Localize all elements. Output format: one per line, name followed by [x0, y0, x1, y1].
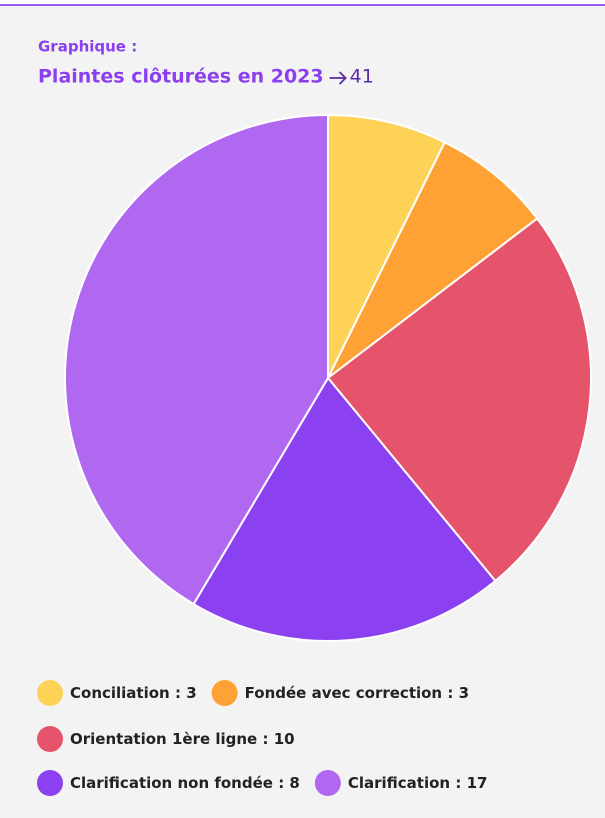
legend-swatch [37, 770, 63, 796]
legend-value: 3 [186, 684, 196, 702]
legend-label: Conciliation : 3 [70, 684, 197, 702]
legend-name: Orientation 1ère ligne [70, 730, 257, 748]
legend-label: Clarification : 17 [348, 774, 488, 792]
top-rule [0, 4, 605, 6]
chart-title: Plaintes clôturées en 2023 [38, 66, 324, 88]
legend-swatch [211, 680, 238, 706]
legend-name: Conciliation [70, 684, 170, 702]
arrow-icon [329, 71, 347, 85]
legend-swatch [314, 770, 341, 796]
total: 41 [350, 66, 374, 88]
pie-slice [327, 113, 447, 379]
pie-slice [64, 113, 329, 606]
pie-slice [326, 217, 592, 583]
kicker: Graphique : [38, 38, 137, 56]
legend-value: 3 [459, 684, 469, 702]
legend-label: Clarification non fondée : 8 [70, 774, 300, 792]
legend-separator: : [262, 730, 268, 748]
legend-value: 8 [289, 774, 299, 792]
legend-name: Clarification non fondée [70, 774, 273, 792]
legend-separator: : [278, 774, 284, 792]
pie-slice [327, 140, 539, 379]
legend-swatch [37, 726, 63, 752]
legend-value: 17 [467, 774, 488, 792]
legend-swatch [37, 680, 63, 706]
legend-label: Fondée avec correction : 3 [245, 684, 469, 702]
legend-name: Fondée avec correction [245, 684, 442, 702]
legend-separator: : [175, 684, 181, 702]
pie-slice [192, 376, 497, 642]
legend-label: Orientation 1ère ligne : 10 [70, 730, 295, 748]
legend-name: Clarification [348, 774, 450, 792]
legend-separator: : [447, 684, 453, 702]
legend-separator: : [455, 774, 461, 792]
legend-value: 10 [274, 730, 295, 748]
